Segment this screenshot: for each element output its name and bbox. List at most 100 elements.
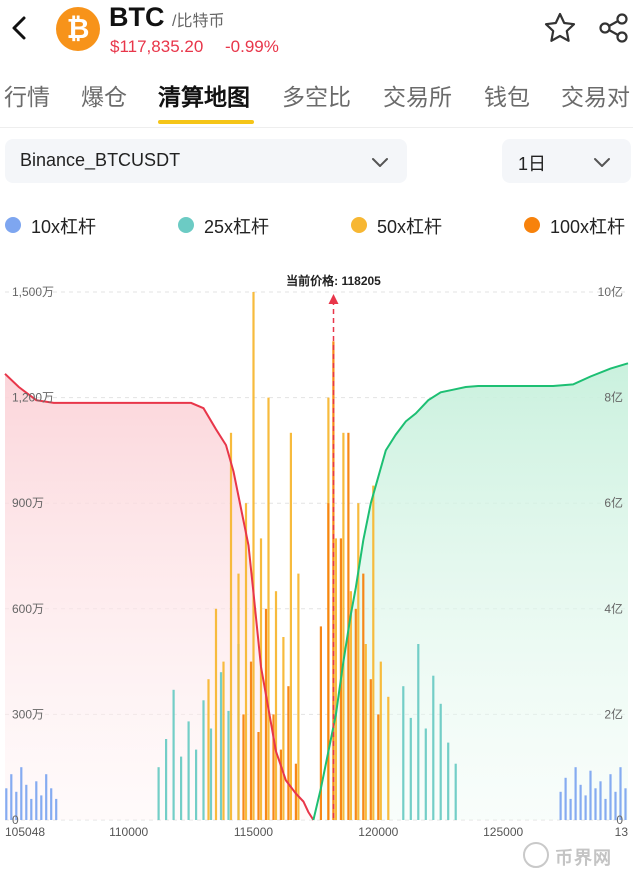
tab-trading-pairs[interactable]: 交易对 [561, 84, 630, 110]
y-left-tick-label: 900万 [12, 496, 44, 510]
x-tick-label: 115000 [234, 825, 273, 839]
y-right-tick-label: 4亿 [604, 601, 623, 616]
bar-10x [574, 767, 577, 820]
bar-50x [372, 485, 375, 820]
tab-market[interactable]: 行情 [4, 84, 50, 110]
current-price-label: 当前价格: 118205 [286, 273, 381, 288]
bar-50x [244, 503, 248, 820]
bar-10x [50, 788, 53, 820]
current-price-arrow-icon [328, 294, 339, 304]
legend-100x[interactable]: 100x杠杆 [524, 213, 632, 237]
bar-10x [35, 781, 38, 820]
x-tick-label: 125000 [483, 825, 523, 839]
bar-25x [157, 767, 160, 820]
bar-100x [242, 714, 245, 820]
bar-50x [222, 661, 225, 820]
back-button[interactable] [4, 10, 34, 46]
bar-50x [349, 591, 352, 820]
bar-10x [609, 774, 612, 820]
bar-10x [619, 767, 622, 820]
legend-dot [351, 217, 367, 233]
watermark: 币界网 [523, 840, 631, 870]
tabs-divider [0, 127, 633, 128]
x-tick-label: 120000 [358, 825, 398, 839]
bar-10x [55, 798, 58, 820]
bar-50x [342, 432, 345, 820]
bar-10x [20, 767, 23, 820]
y-left-tick-label: 1,200万 [12, 391, 54, 405]
coin-name: /比特币 [172, 13, 225, 30]
y-left-tick-label: 600万 [12, 602, 44, 616]
period-select[interactable]: 1日 [502, 139, 631, 183]
watermark-text: 币界网 [555, 848, 612, 868]
legend-label: 10x杠杆 [31, 217, 97, 237]
bar-50x [282, 637, 285, 820]
bar-100x [257, 732, 260, 820]
legend-25x[interactable]: 25x杠杆 [178, 213, 288, 237]
tab-wallets[interactable]: 钱包 [484, 84, 530, 110]
cumulative-long-area [313, 363, 628, 820]
x-tick-label: 105048 [5, 825, 45, 839]
bar-25x [165, 739, 168, 820]
y-left-tick-label: 300万 [12, 707, 44, 721]
bar-25x [432, 675, 435, 820]
liquidation-map-chart[interactable]: 当前价格: 118205 1,500万 1,200万 900万 600万 300万 0 10… [0, 260, 633, 840]
bar-25x [180, 756, 183, 820]
legend-dot [5, 217, 21, 233]
bar-10x [25, 784, 28, 820]
cumulative-short-area [5, 373, 314, 820]
bar-25x [409, 717, 412, 820]
tab-liquidations[interactable]: 爆仓 [81, 84, 127, 110]
legend-50x[interactable]: 50x杠杆 [351, 213, 461, 237]
bar-100x [272, 714, 275, 820]
bar-10x [569, 798, 572, 820]
current-price: $117,835.20 [110, 37, 204, 56]
bar-25x [417, 644, 420, 820]
tab-liquidation-map[interactable]: 清算地图 [158, 84, 250, 110]
coin-header: ₿ BTC /比特币 $117,835.20 -0.99% [0, 0, 633, 62]
bar-50x [267, 397, 270, 820]
bar-50x [387, 696, 390, 820]
bar-25x [202, 700, 205, 820]
x-tick-label: 110000 [109, 825, 148, 839]
bar-100x [354, 608, 357, 820]
legend-label: 50x杠杆 [377, 217, 443, 237]
y-right-tick-label: 10亿 [598, 284, 623, 299]
bar-25x [447, 742, 450, 820]
period-select-value: 1日 [518, 154, 547, 174]
y-left-tick-label: 1,500万 [12, 285, 54, 299]
bar-50x [357, 503, 360, 820]
cumulative-long-line [312, 362, 629, 821]
bar-25x [439, 703, 442, 820]
star-icon [544, 12, 576, 42]
chevron-down-icon [372, 158, 388, 167]
bar-50x [214, 608, 218, 820]
share-button[interactable] [596, 10, 632, 46]
bar-50x [229, 432, 233, 820]
bar-10x [599, 781, 602, 820]
bar-10x [564, 777, 567, 820]
bar-25x [209, 728, 213, 820]
bar-50x [379, 661, 382, 820]
axis-layer: 1,500万1,200万900万600万300万010亿8亿6亿4亿2亿0105… [5, 284, 628, 839]
tab-exchanges[interactable]: 交易所 [383, 84, 452, 110]
tab-long-short-ratio[interactable]: 多空比 [282, 84, 351, 110]
bar-50x [207, 679, 210, 820]
bar-100x [327, 503, 330, 820]
bar-100x [279, 749, 282, 820]
bar-25x [424, 728, 427, 820]
legend-10x[interactable]: 10x杠杆 [5, 213, 115, 237]
bar-25x [195, 749, 198, 820]
bar-100x [362, 573, 365, 820]
bar-10x [30, 798, 33, 820]
favorite-button[interactable] [542, 10, 578, 46]
bitcoin-logo-icon: ₿ [56, 7, 100, 51]
y-right-tick-label: 2亿 [604, 706, 623, 721]
bar-50x [297, 573, 300, 820]
bar-50x [259, 538, 263, 820]
bar-10x [604, 798, 607, 820]
bar-50x [289, 432, 292, 820]
bar-10x [614, 791, 617, 820]
pair-select[interactable]: Binance_BTCUSDT [5, 139, 407, 183]
watermark-logo-icon [523, 842, 549, 868]
